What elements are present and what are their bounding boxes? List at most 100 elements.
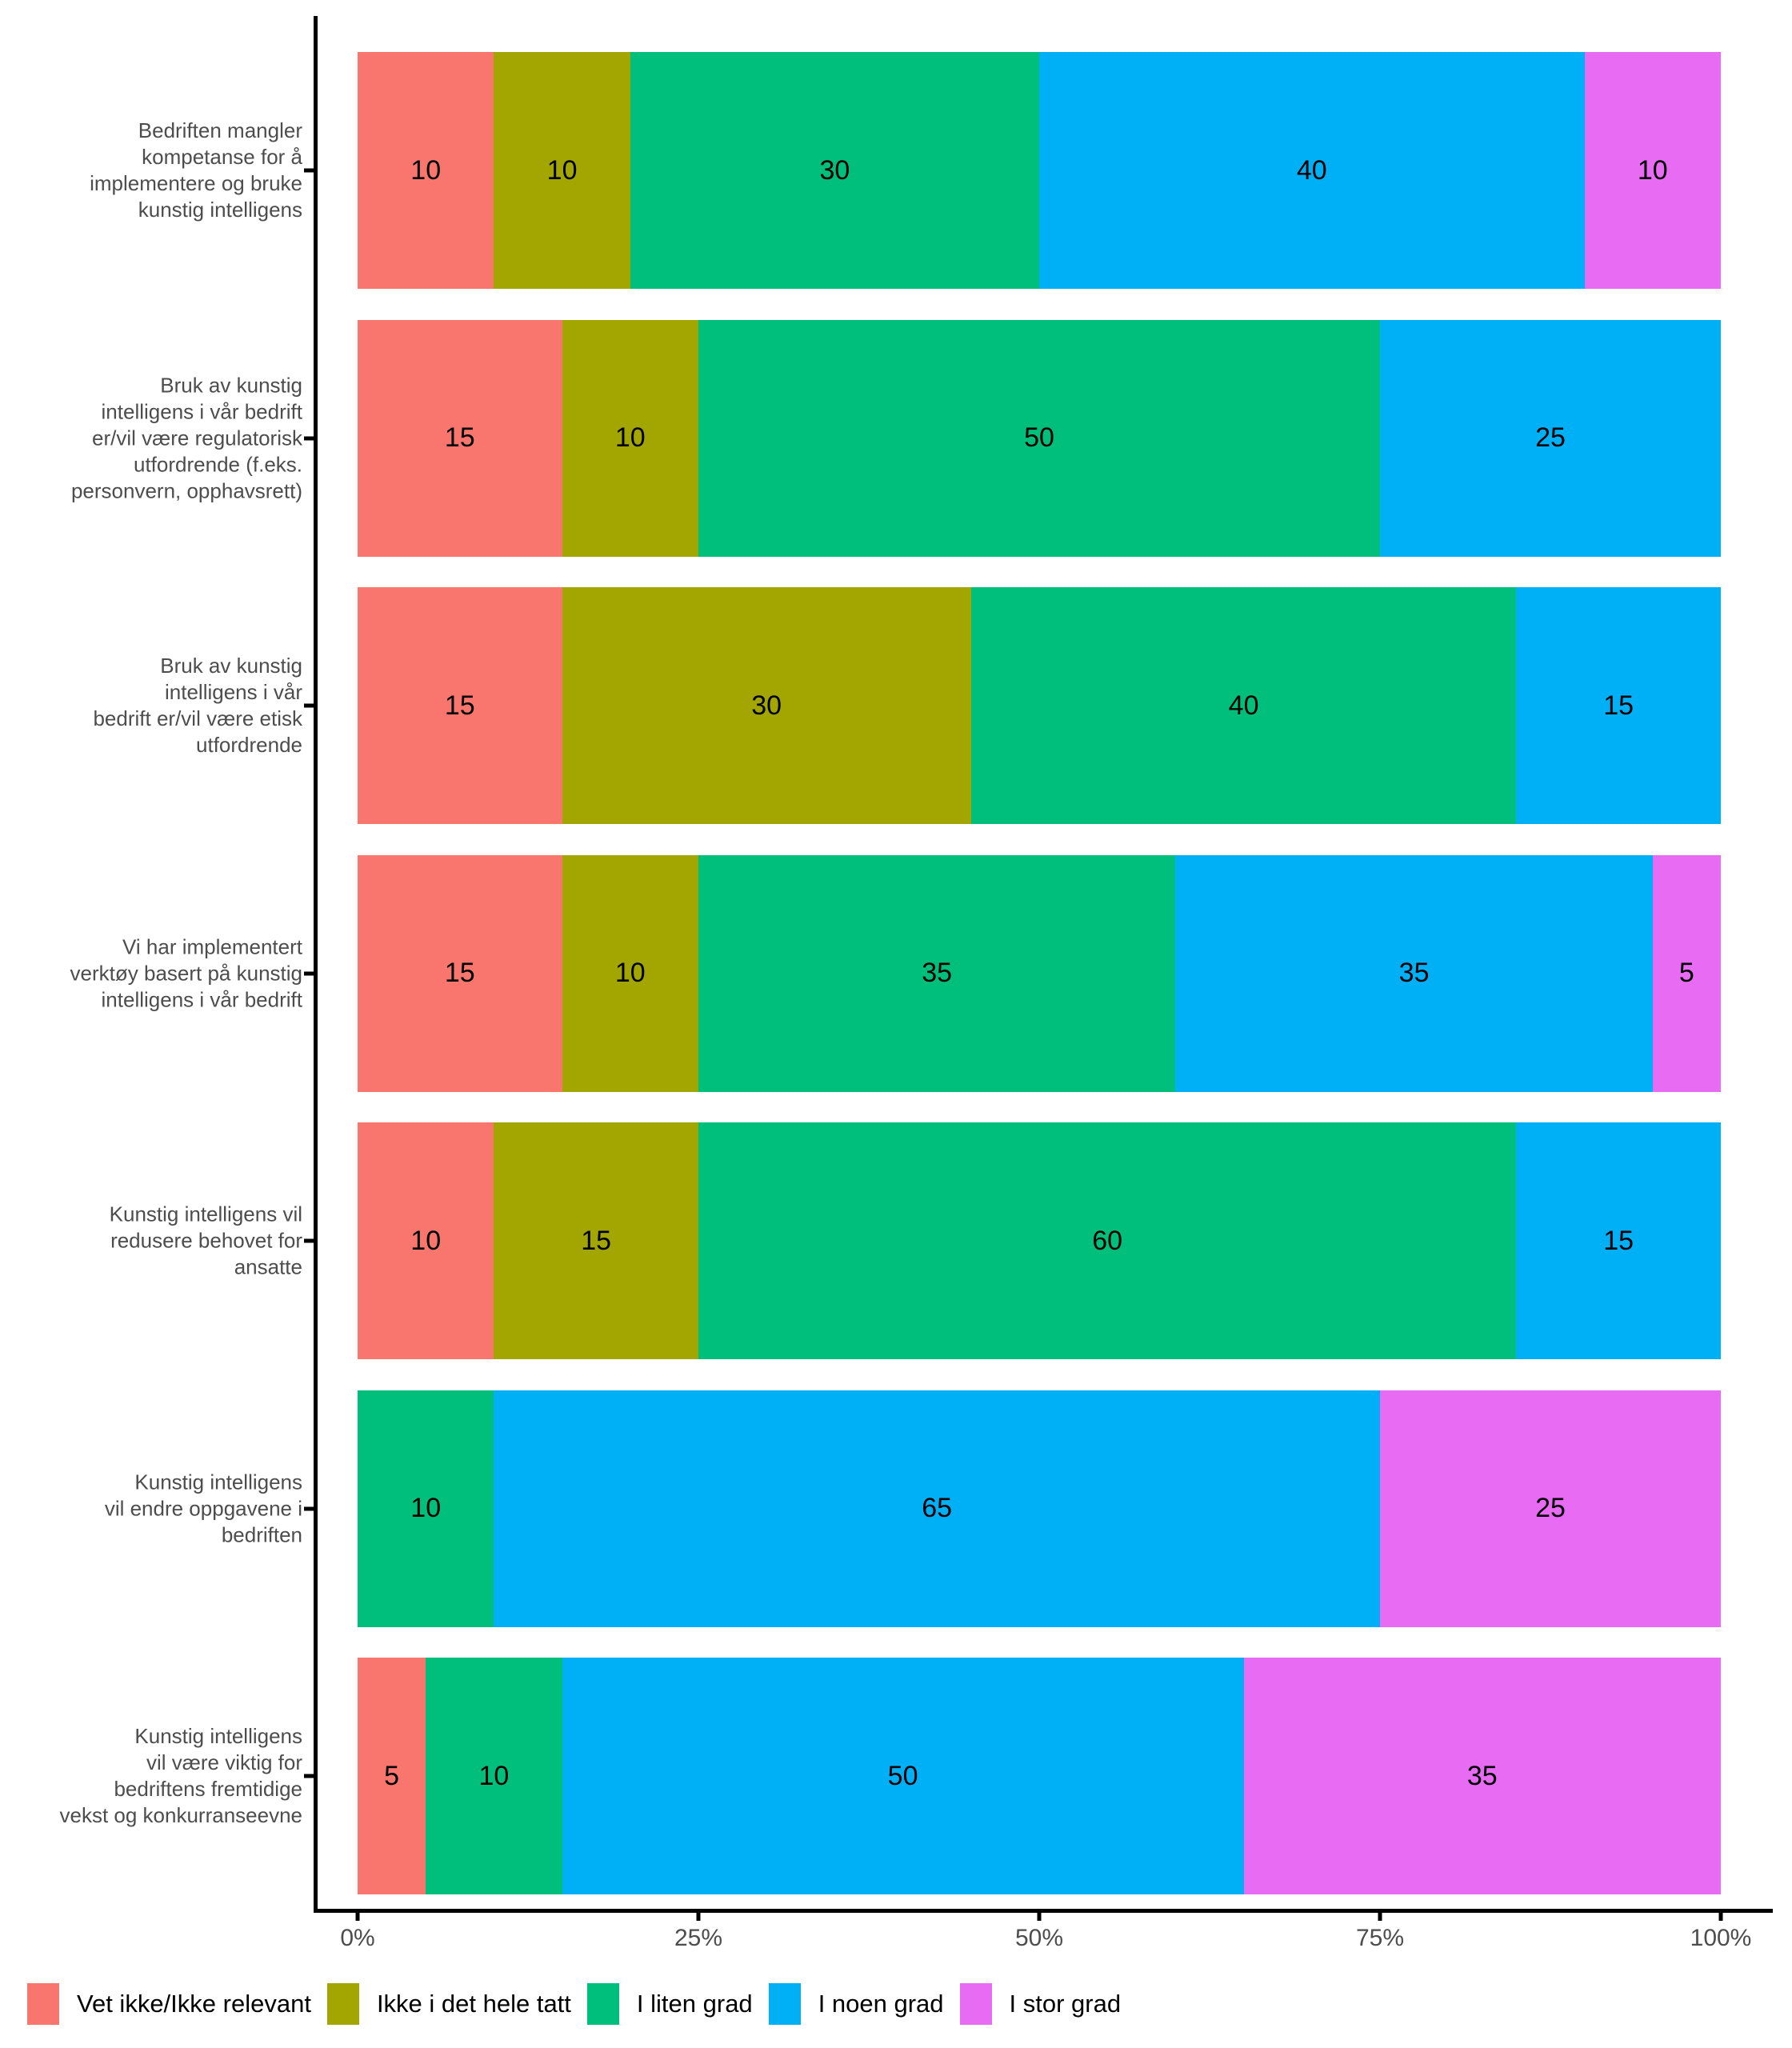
bar-segment: 15 [1516,587,1721,824]
bar-value-label: 30 [751,690,782,721]
y-axis-label: Kunstig intelligens vil endre oppgavene … [104,1470,302,1546]
y-axis-label: Bruk av kunstig intelligens i vår bedrif… [93,654,302,757]
bar-segment: 10 [562,319,698,557]
y-axis-label: Kunstig intelligens vil redusere behovet… [109,1202,302,1279]
bar-segment: 5 [1652,854,1721,1092]
bar-value-label: 15 [581,1225,612,1256]
bar-row: 10 65 25 [358,1390,1721,1627]
x-axis-tick [355,1913,360,1921]
legend-label: I noen grad [818,1990,944,2018]
legend-item: Ikke i det hele tatt [326,1983,571,2025]
bar-segment: 5 [358,1658,426,1894]
y-axis-line [314,16,318,1913]
legend-swatch [326,1983,359,2025]
bar-value-label: 35 [1466,1760,1498,1791]
x-axis-tick [1378,1913,1382,1921]
bar-row: 5 10 50 35 [358,1658,1721,1894]
bar-value-label: 15 [1603,1225,1634,1256]
y-axis-tick [304,1238,314,1243]
y-axis-label: Bedriften mangler kompetanse for å imple… [90,118,302,222]
bar-value-label: 15 [444,958,475,988]
bar-segment: 35 [1243,1658,1721,1894]
bar-row: 15 30 40 15 [358,587,1721,824]
legend-item: I liten grad [586,1983,753,2025]
bar-segment: 30 [562,587,971,824]
x-axis-tick-label: 0% [340,1925,375,1951]
bar-value-label: 10 [1637,154,1668,186]
bar-value-label: 40 [1296,154,1327,186]
bar-segment: 15 [358,587,562,824]
legend-swatch [586,1983,619,2025]
y-axis-tick [304,436,314,440]
bar-segment: 10 [426,1658,562,1894]
legend-item: Vet ikke/Ikke relevant [27,1983,311,2025]
bar-value-label: 25 [1535,422,1566,453]
legend-item: I stor grad [959,1983,1122,2025]
bar-segment: 40 [1038,52,1585,289]
legend-label: Vet ikke/Ikke relevant [77,1990,311,2018]
bar-segment: 30 [630,52,1039,289]
y-axis-label: Bruk av kunstig intelligens i vår bedrif… [70,373,302,502]
legend-swatch [959,1983,992,2025]
y-axis-tick [304,703,314,708]
bar-segment: 25 [1379,319,1721,557]
bar-value-label: 25 [1535,1493,1566,1523]
bar-segment: 10 [494,52,630,289]
bar-value-label: 60 [1092,1225,1123,1256]
bar-segment: 50 [698,319,1380,557]
bar-value-label: 5 [1678,958,1694,988]
bar-segment: 15 [1516,1122,1721,1359]
bar-value-label: 40 [1228,690,1259,721]
bar-value-label: 50 [887,1760,918,1791]
bar-value-label: 10 [614,958,646,988]
bar-row: 15 10 35 35 5 [358,854,1721,1092]
bar-segment: 35 [698,854,1176,1092]
bar-value-label: 30 [819,154,850,186]
bar-segment: 50 [562,1658,1244,1894]
bar-segment: 65 [494,1390,1380,1627]
bar-value-label: 35 [922,958,953,988]
bar-value-label: 50 [1024,422,1054,453]
bar-value-label: 15 [1603,690,1634,721]
x-axis-tick [1718,1913,1723,1921]
bar-segment: 25 [1379,1390,1721,1627]
bar-segment: 15 [358,854,562,1092]
bar-value-label: 10 [478,1760,510,1791]
bar-segment: 10 [358,1390,494,1627]
x-axis-tick-label: 25% [674,1925,723,1951]
bar-value-label: 10 [410,1225,442,1256]
y-axis-label: Vi har implementert verktøy basert på ku… [70,934,302,1011]
bar-value-label: 15 [444,690,475,721]
bar-value-label: 10 [546,154,578,186]
legend-swatch [27,1983,59,2025]
bar-segment: 60 [698,1122,1517,1359]
bar-segment: 15 [358,319,562,557]
bar-segment: 35 [1175,854,1653,1092]
x-axis-tick-label: 50% [1014,1925,1064,1951]
legend-label: I liten grad [636,1990,753,2018]
y-axis-tick [304,1506,314,1510]
x-axis-tick [696,1913,701,1921]
bar-value-label: 10 [410,154,442,186]
bar-segment: 10 [1584,52,1721,289]
y-axis-label: Kunstig intelligens vil være viktig for … [59,1724,302,1827]
bar-segment: 10 [562,854,698,1092]
bar-segment: 10 [358,1122,494,1359]
legend-swatch [768,1983,801,2025]
bar-value-label: 5 [384,1760,400,1791]
legend: Vet ikke/Ikke relevant Ikke i det hele ta… [27,1983,1121,2025]
bar-segment: 10 [358,52,494,289]
x-axis-line [314,1909,1773,1913]
bar-segment: 15 [494,1122,698,1359]
bar-row: 15 10 50 25 [358,319,1721,557]
y-axis-tick [304,1774,314,1778]
bar-value-label: 65 [922,1493,953,1523]
y-axis-tick [304,168,314,173]
bar-value-label: 15 [444,422,475,453]
x-axis-tick [1037,1913,1042,1921]
x-axis-tick-label: 100% [1690,1925,1752,1951]
legend-label: I stor grad [1009,1990,1122,2018]
bar-segment: 40 [970,587,1517,824]
y-axis-tick [304,971,314,975]
